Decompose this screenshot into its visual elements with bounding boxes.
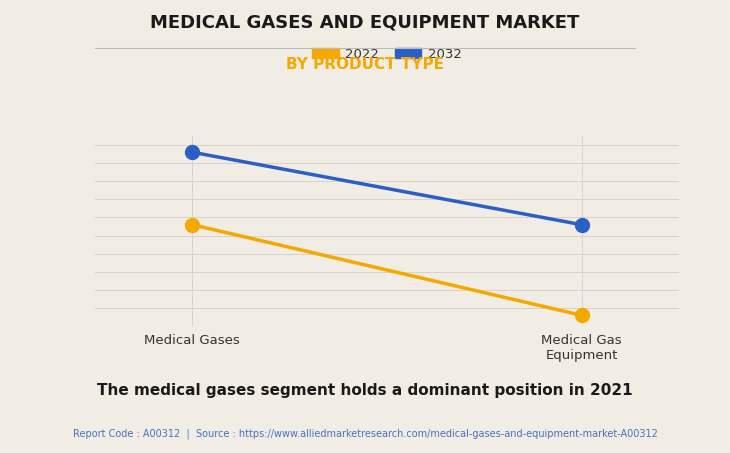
- Text: BY PRODUCT TYPE: BY PRODUCT TYPE: [286, 57, 444, 72]
- Legend: 2022, 2032: 2022, 2032: [308, 43, 466, 64]
- Text: Report Code : A00312  |  Source : https://www.alliedmarketresearch.com/medical-g: Report Code : A00312 | Source : https://…: [72, 428, 658, 439]
- Text: MEDICAL GASES AND EQUIPMENT MARKET: MEDICAL GASES AND EQUIPMENT MARKET: [150, 14, 580, 32]
- Text: The medical gases segment holds a dominant position in 2021: The medical gases segment holds a domina…: [97, 383, 633, 398]
